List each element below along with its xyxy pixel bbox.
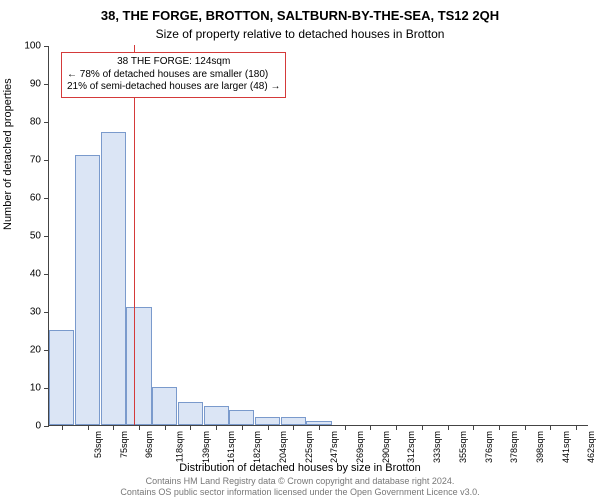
y-tick-label: 30 — [30, 307, 49, 318]
y-tick-label: 80 — [30, 117, 49, 128]
x-tick-label: 355sqm — [458, 431, 468, 463]
callout-line: 21% of semi-detached houses are larger (… — [67, 81, 280, 94]
histogram-bar — [204, 406, 229, 425]
chart-footer: Contains HM Land Registry data © Crown c… — [0, 476, 600, 498]
x-tick — [293, 425, 294, 430]
x-tick-label: 182sqm — [252, 431, 262, 463]
chart-plot-area: 010203040506070809010053sqm75sqm96sqm118… — [48, 46, 588, 426]
y-tick-label: 0 — [35, 421, 49, 432]
x-tick — [345, 425, 346, 430]
x-tick-label: 376sqm — [484, 431, 494, 463]
x-tick-label: 53sqm — [93, 431, 103, 458]
histogram-bar — [49, 330, 74, 425]
x-axis-label: Distribution of detached houses by size … — [0, 462, 600, 474]
x-tick-label: 225sqm — [304, 431, 314, 463]
histogram-bar — [255, 417, 280, 425]
x-tick — [370, 425, 371, 430]
histogram-bar — [126, 307, 151, 425]
x-tick-label: 378sqm — [509, 431, 519, 463]
histogram-bar — [229, 410, 254, 425]
y-axis-label: Number of detached properties — [2, 78, 14, 230]
x-tick — [473, 425, 474, 430]
x-tick — [550, 425, 551, 430]
x-tick — [190, 425, 191, 430]
histogram-bar — [306, 421, 331, 425]
histogram-bar — [152, 387, 177, 425]
x-tick — [525, 425, 526, 430]
x-tick — [113, 425, 114, 430]
x-tick — [139, 425, 140, 430]
footer-line-1: Contains HM Land Registry data © Crown c… — [0, 476, 600, 487]
x-tick-label: 441sqm — [561, 431, 571, 463]
y-tick-label: 20 — [30, 345, 49, 356]
chart-title-sub: Size of property relative to detached ho… — [0, 23, 600, 41]
y-tick-label: 60 — [30, 193, 49, 204]
histogram-bar — [281, 417, 306, 425]
x-tick-label: 118sqm — [174, 431, 184, 462]
reference-line — [134, 45, 136, 425]
histogram-bar — [75, 155, 100, 425]
x-tick — [165, 425, 166, 430]
x-tick — [62, 425, 63, 430]
x-tick — [242, 425, 243, 430]
x-tick — [88, 425, 89, 430]
x-tick-label: 247sqm — [329, 431, 339, 463]
callout-line: ← 78% of detached houses are smaller (18… — [67, 69, 280, 82]
y-tick-label: 100 — [24, 41, 49, 52]
x-tick — [396, 425, 397, 430]
x-tick-label: 75sqm — [119, 431, 129, 458]
x-tick-label: 398sqm — [535, 431, 545, 463]
x-tick-label: 161sqm — [226, 431, 236, 463]
callout-line: 38 THE FORGE: 124sqm — [67, 56, 280, 69]
x-tick-label: 96sqm — [144, 431, 154, 458]
y-tick-label: 40 — [30, 269, 49, 280]
y-tick-label: 50 — [30, 231, 49, 242]
y-tick-label: 90 — [30, 79, 49, 90]
x-tick — [216, 425, 217, 430]
x-tick-label: 312sqm — [406, 431, 416, 463]
x-tick — [576, 425, 577, 430]
callout-box: 38 THE FORGE: 124sqm← 78% of detached ho… — [61, 52, 286, 98]
x-tick — [268, 425, 269, 430]
x-tick-label: 290sqm — [381, 431, 391, 463]
chart-title-main: 38, THE FORGE, BROTTON, SALTBURN-BY-THE-… — [0, 0, 600, 23]
x-tick-label: 269sqm — [355, 431, 365, 463]
y-tick-label: 10 — [30, 383, 49, 394]
histogram-bar — [178, 402, 203, 425]
x-tick — [499, 425, 500, 430]
x-tick-label: 333sqm — [432, 431, 442, 463]
x-tick — [422, 425, 423, 430]
x-tick-label: 139sqm — [201, 431, 211, 463]
x-tick — [319, 425, 320, 430]
x-tick-label: 204sqm — [278, 431, 288, 463]
y-tick-label: 70 — [30, 155, 49, 166]
footer-line-2: Contains OS public sector information li… — [0, 487, 600, 498]
x-tick — [448, 425, 449, 430]
histogram-bar — [101, 132, 126, 425]
x-tick-label: 462sqm — [586, 431, 596, 463]
